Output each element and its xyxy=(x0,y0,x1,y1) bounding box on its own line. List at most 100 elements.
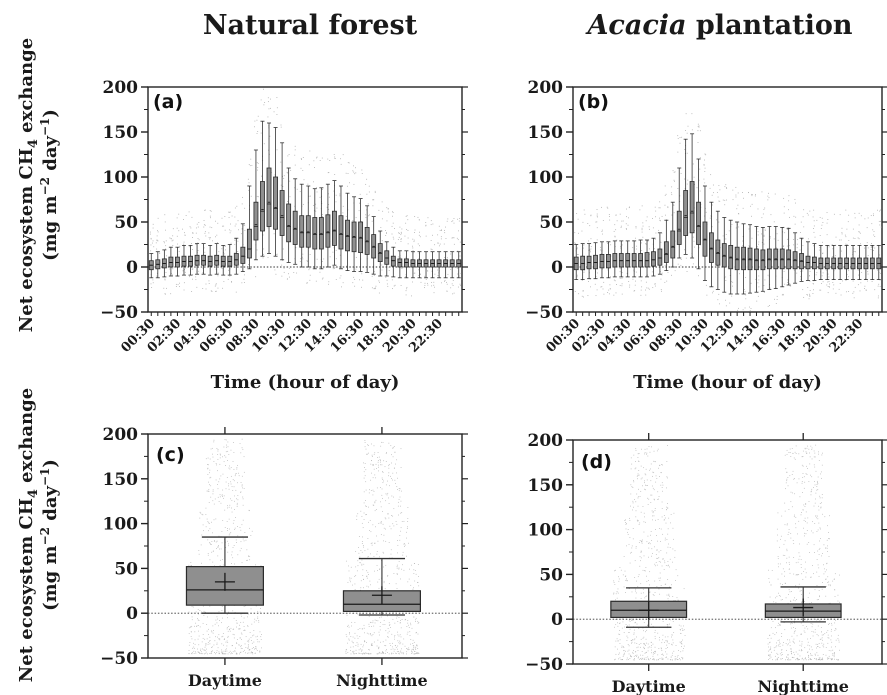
scatter-point xyxy=(195,227,197,229)
scatter-point xyxy=(645,638,647,640)
scatter-point xyxy=(769,237,771,239)
scatter-point xyxy=(617,648,618,650)
scatter-point xyxy=(202,514,204,516)
scatter-point xyxy=(637,460,639,462)
scatter-point xyxy=(680,633,682,634)
scatter-point xyxy=(648,646,650,648)
scatter-point xyxy=(316,157,317,159)
scatter-point xyxy=(735,196,737,198)
scatter-point xyxy=(645,652,647,653)
scatter-point xyxy=(396,472,397,474)
scatter-point xyxy=(821,555,823,557)
scatter-point xyxy=(826,212,828,214)
scatter-point xyxy=(393,508,395,510)
scatter-point xyxy=(216,652,218,654)
scatter-point xyxy=(179,245,181,247)
scatter-point xyxy=(623,586,625,588)
scatter-point xyxy=(346,636,348,638)
scatter-point xyxy=(364,641,365,643)
scatter-point xyxy=(198,550,200,551)
scatter-point xyxy=(363,462,364,464)
scatter-point xyxy=(221,267,223,269)
scatter-point xyxy=(712,184,714,186)
scatter-point xyxy=(424,287,425,289)
scatter-point xyxy=(406,648,407,649)
scatter-point xyxy=(641,286,643,288)
scatter-point xyxy=(665,657,667,659)
scatter-point xyxy=(276,149,278,151)
scatter-point xyxy=(387,513,389,514)
scatter-point xyxy=(313,160,315,162)
scatter-point xyxy=(710,215,712,217)
scatter-point xyxy=(806,453,808,454)
box xyxy=(181,255,187,267)
scatter-point xyxy=(211,541,213,542)
scatter-point xyxy=(630,552,631,554)
scatter-point xyxy=(813,225,815,227)
scatter-point xyxy=(392,236,394,238)
scatter-point xyxy=(644,643,646,645)
scatter-point xyxy=(192,237,194,238)
scatter-point xyxy=(230,242,232,244)
scatter-point xyxy=(391,557,393,559)
scatter-point xyxy=(768,659,769,660)
scatter-point xyxy=(776,658,778,660)
scatter-point xyxy=(229,465,230,467)
scatter-point xyxy=(711,226,713,228)
scatter-point xyxy=(774,634,776,636)
scatter-point xyxy=(639,496,641,497)
scatter-point xyxy=(220,475,222,477)
scatter-point xyxy=(662,653,663,655)
scatter-point xyxy=(357,645,359,647)
category-label: Nighttime xyxy=(336,671,428,690)
scatter-point xyxy=(392,652,394,654)
scatter-point xyxy=(217,275,219,277)
scatter-point xyxy=(164,214,166,216)
scatter-point xyxy=(595,295,597,297)
scatter-point xyxy=(578,293,580,295)
scatter-point xyxy=(221,225,223,227)
scatter-point xyxy=(245,652,247,654)
scatter-point xyxy=(281,264,283,266)
scatter-point xyxy=(391,462,393,464)
scatter-point xyxy=(333,154,335,156)
scatter-point xyxy=(846,273,848,275)
scatter-point xyxy=(805,451,807,453)
scatter-point xyxy=(652,643,654,645)
scatter-point xyxy=(354,622,356,624)
scatter-point xyxy=(385,518,387,520)
scatter-point xyxy=(860,215,862,217)
scatter-point xyxy=(665,193,667,195)
scatter-point xyxy=(418,612,420,614)
scatter-point xyxy=(231,486,233,488)
scatter-point xyxy=(647,287,649,289)
scatter-point xyxy=(411,258,413,260)
scatter-point xyxy=(224,215,226,217)
scatter-point xyxy=(671,274,672,276)
scatter-point xyxy=(652,653,654,655)
scatter-point xyxy=(641,227,643,229)
scatter-point xyxy=(227,460,228,461)
scatter-point xyxy=(235,238,237,240)
scatter-point xyxy=(814,236,816,238)
scatter-point xyxy=(227,528,228,529)
scatter-point xyxy=(852,228,854,230)
scatter-point xyxy=(383,552,385,554)
scatter-point xyxy=(782,294,784,296)
scatter-point xyxy=(656,549,658,551)
scatter-point xyxy=(624,520,626,521)
scatter-point xyxy=(779,624,780,626)
scatter-point xyxy=(839,269,841,270)
scatter-point xyxy=(398,561,400,562)
scatter-point xyxy=(629,520,631,521)
scatter-point xyxy=(411,245,413,247)
scatter-point xyxy=(730,281,732,283)
scatter-point xyxy=(191,243,192,244)
scatter-point xyxy=(641,542,643,544)
scatter-point xyxy=(258,620,260,622)
scatter-point xyxy=(397,501,399,503)
scatter-point xyxy=(577,218,579,220)
scatter-point xyxy=(655,210,657,212)
scatter-point xyxy=(848,270,850,272)
scatter-point xyxy=(241,228,243,230)
